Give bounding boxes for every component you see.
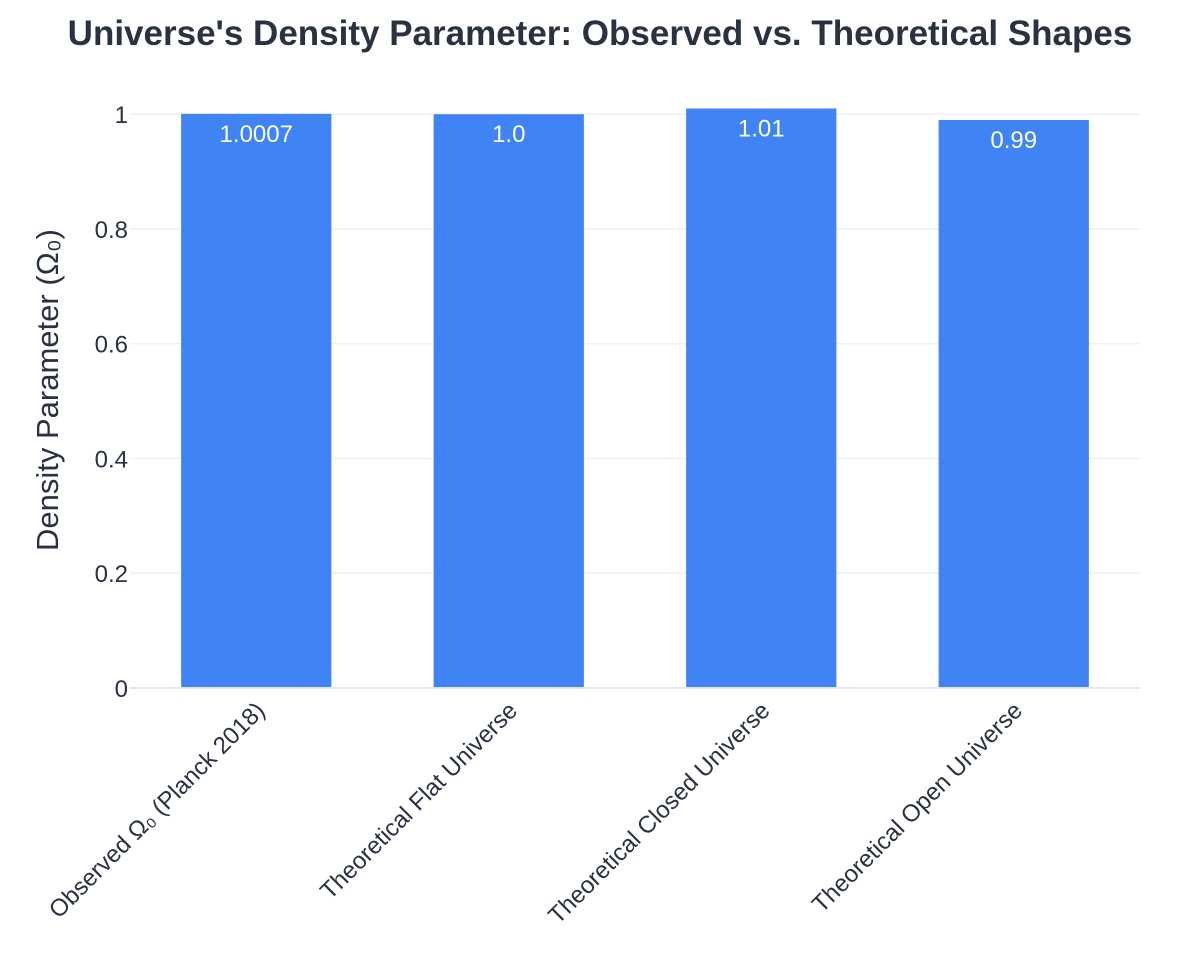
- x-tick-label: Observed Ω₀ (Planck 2018): [44, 697, 271, 924]
- bar-value-label: 1.01: [738, 115, 785, 142]
- bar: [433, 114, 584, 688]
- y-tick-label: 0.6: [95, 332, 128, 359]
- bar: [181, 113, 332, 688]
- y-tick-label: 0.2: [95, 561, 128, 588]
- x-tick-label: Theoretical Open Universe: [807, 697, 1028, 918]
- x-tick-label: Theoretical Closed Universe: [543, 697, 775, 929]
- y-axis-label: Density Parameter (Ω₀): [30, 229, 65, 551]
- bar-value-label: 1.0: [492, 121, 525, 148]
- bar: [686, 108, 837, 689]
- y-tick-label: 0: [115, 676, 128, 703]
- bar-value-label: 0.99: [990, 127, 1037, 154]
- y-tick-label: 0.8: [95, 217, 128, 244]
- y-axis-ticks: 0 0.2 0.4 0.6 0.8 1: [95, 102, 128, 703]
- x-axis-ticks: Observed Ω₀ (Planck 2018) Theoretical Fla…: [44, 697, 1028, 929]
- y-tick-label: 1: [115, 102, 128, 129]
- chart-title: Universe's Density Parameter: Observed v…: [68, 14, 1133, 53]
- y-tick-label: 0.4: [95, 446, 128, 473]
- bar: [938, 119, 1089, 688]
- bar-value-label: 1.0007: [220, 121, 293, 148]
- bars: [181, 108, 1089, 689]
- x-tick-label: Theoretical Flat Universe: [315, 697, 523, 905]
- data-labels: 1.0007 1.0 1.01 0.99: [220, 115, 1038, 153]
